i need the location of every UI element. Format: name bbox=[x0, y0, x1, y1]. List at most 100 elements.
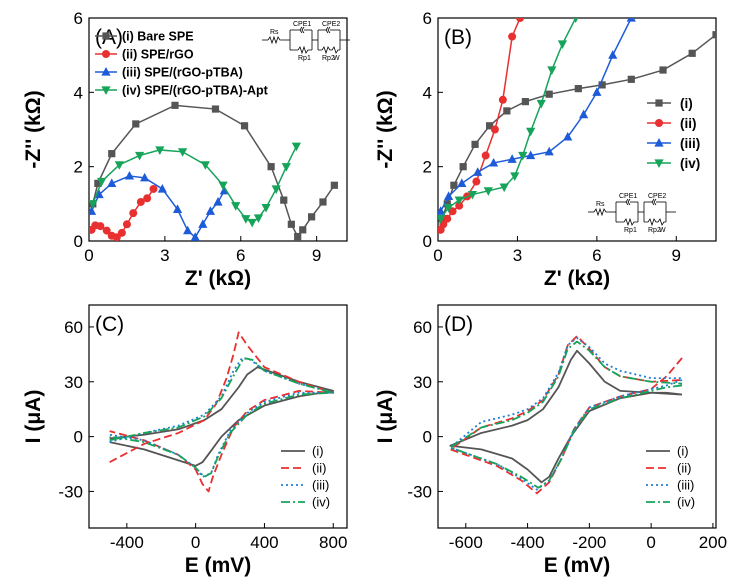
data-point bbox=[330, 181, 338, 189]
circuit-wire bbox=[267, 35, 284, 45]
y-axis-label: -Z'' (kΩ) bbox=[374, 90, 397, 168]
y-tick-label: 2 bbox=[74, 158, 83, 177]
data-point bbox=[443, 191, 454, 200]
x-tick-label: 200 bbox=[699, 533, 727, 552]
data-point bbox=[438, 206, 446, 215]
series-2 bbox=[438, 18, 525, 234]
y-axis-label: I (μA) bbox=[374, 390, 397, 444]
data-point bbox=[503, 107, 511, 115]
plot-area bbox=[89, 101, 338, 241]
data-point bbox=[211, 105, 220, 113]
y-tick-label: 6 bbox=[74, 9, 83, 28]
circuit-label-cpe2: CPE2 bbox=[322, 21, 340, 28]
circuit-wire bbox=[651, 198, 655, 206]
y-tick-label: 0 bbox=[74, 428, 83, 447]
data-point bbox=[471, 140, 479, 148]
legend-marker bbox=[654, 159, 664, 168]
series-3 bbox=[438, 18, 636, 215]
y-tick-label: 0 bbox=[423, 232, 432, 251]
data-point bbox=[438, 215, 446, 224]
x-tick-label: 3 bbox=[513, 246, 522, 265]
data-point bbox=[443, 214, 452, 223]
data-point bbox=[241, 215, 251, 224]
legend-label: (i) bbox=[680, 96, 693, 111]
y-tick-label: 60 bbox=[413, 318, 432, 337]
data-point bbox=[140, 172, 150, 182]
data-point bbox=[122, 220, 131, 229]
data-point bbox=[287, 220, 295, 228]
legend-label: (iii) bbox=[680, 136, 700, 151]
data-point bbox=[136, 197, 145, 206]
cv-curve bbox=[449, 335, 683, 495]
series-line bbox=[92, 145, 298, 224]
plot-frame bbox=[437, 17, 717, 242]
panel-d: -600 -400 -200 0 200 -30 0 30 60 E (mV) I (μA) (D) (… bbox=[374, 304, 727, 577]
data-point bbox=[124, 170, 135, 180]
plot-frame bbox=[88, 304, 348, 529]
y-axis-label: I (μA) bbox=[22, 390, 45, 444]
x-axis-label: E (mV) bbox=[185, 554, 252, 577]
data-point bbox=[574, 85, 582, 93]
y-tick-label: 0 bbox=[74, 232, 83, 251]
data-point bbox=[271, 185, 281, 194]
legend-label: (iii) bbox=[312, 478, 329, 493]
legend-marker bbox=[102, 50, 110, 58]
data-point bbox=[544, 146, 554, 156]
data-point bbox=[172, 204, 183, 214]
data-point bbox=[171, 101, 179, 109]
data-point bbox=[557, 40, 568, 50]
data-point bbox=[547, 66, 557, 76]
legend-label: (i) bbox=[312, 444, 324, 459]
plot-frame bbox=[88, 17, 348, 242]
data-point bbox=[510, 172, 520, 181]
circuit-wire bbox=[293, 45, 312, 55]
y-tick-label: 0 bbox=[423, 428, 432, 447]
data-point bbox=[608, 50, 618, 59]
data-point bbox=[507, 154, 517, 163]
plot-area bbox=[438, 18, 716, 234]
legend-label: (iii) bbox=[677, 478, 694, 493]
legend: (i) Bare SPE (ii) SPE/rGO (iii) SPE/(rGO-p… bbox=[95, 30, 269, 98]
data-point bbox=[218, 181, 228, 191]
series-1 bbox=[449, 349, 683, 484]
data-point bbox=[280, 196, 288, 204]
data-point bbox=[450, 181, 458, 189]
data-point bbox=[467, 190, 478, 200]
circuit-label-cpe1: CPE1 bbox=[293, 21, 311, 28]
data-point bbox=[261, 203, 271, 213]
series-3 bbox=[109, 357, 335, 478]
x-axis-label: Z' (kΩ) bbox=[544, 267, 610, 290]
legend-marker bbox=[102, 32, 110, 40]
data-point bbox=[516, 18, 525, 22]
data-point bbox=[134, 151, 145, 161]
data-point bbox=[319, 198, 327, 206]
series-4 bbox=[449, 340, 683, 489]
circuit-wire bbox=[627, 198, 631, 206]
y-tick-label: -30 bbox=[407, 482, 432, 501]
legend-marker bbox=[655, 99, 663, 107]
data-point bbox=[457, 178, 467, 187]
series-line bbox=[439, 18, 521, 231]
data-point bbox=[307, 213, 316, 221]
plot-area bbox=[449, 335, 683, 495]
cv-curve bbox=[449, 349, 683, 484]
legend: (i) (ii) (iii) (iv) bbox=[281, 444, 330, 510]
plot-frame bbox=[437, 304, 717, 529]
x-tick-label: 0 bbox=[191, 533, 200, 552]
data-point bbox=[498, 95, 507, 104]
x-tick-label: -600 bbox=[449, 533, 483, 552]
circuit-label-rs: Rs bbox=[596, 201, 605, 208]
data-point bbox=[499, 183, 509, 193]
panel-label: (C) bbox=[95, 313, 124, 336]
series-1 bbox=[89, 101, 338, 241]
data-point bbox=[253, 214, 264, 223]
y-tick-label: -30 bbox=[58, 482, 83, 501]
data-point bbox=[489, 157, 499, 167]
data-point bbox=[563, 131, 573, 141]
legend-label: (ii) bbox=[677, 461, 691, 476]
data-point bbox=[526, 127, 536, 137]
circuit-wire bbox=[625, 198, 629, 206]
series-1 bbox=[438, 31, 716, 223]
cv-curve bbox=[449, 340, 683, 489]
